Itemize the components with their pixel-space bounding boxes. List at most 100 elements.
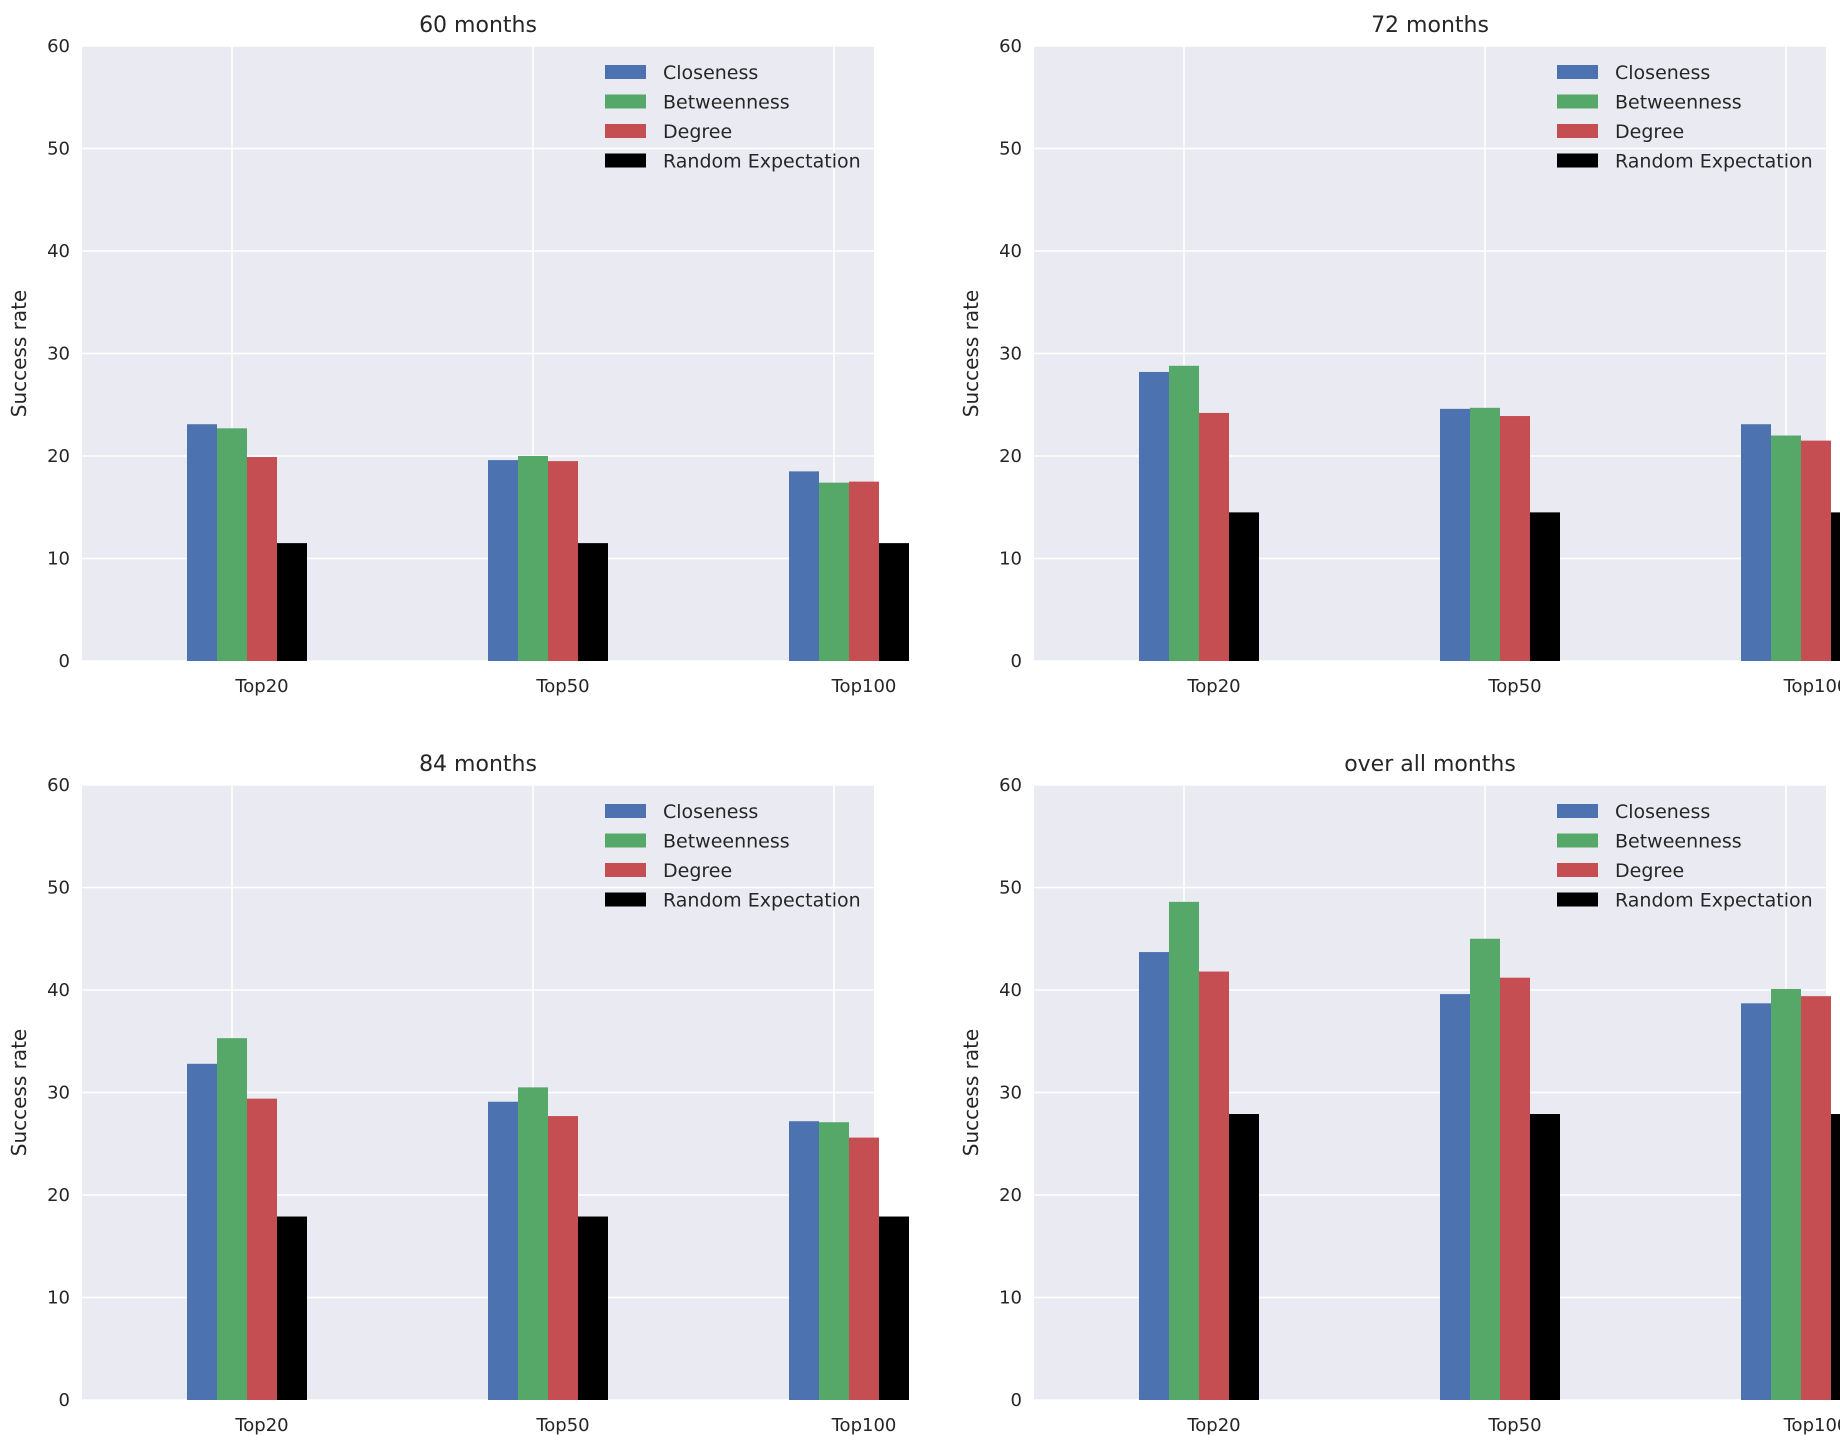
legend-swatch (605, 124, 646, 138)
bar-random-expectation-top50 (1530, 512, 1560, 661)
y-tick-label: 0 (1011, 1390, 1022, 1411)
bar-betweenness-top50 (1470, 938, 1500, 1400)
legend-swatch (605, 153, 646, 168)
bar-random-expectation-top20 (277, 543, 307, 661)
x-tick-label: Top20 (234, 676, 288, 697)
y-tick-label: 10 (47, 1288, 70, 1309)
bar-closeness-top20 (187, 424, 217, 661)
bar-random-expectation-top50 (1530, 1114, 1560, 1400)
bar-betweenness-top100 (1771, 435, 1801, 661)
legend: Closeness Betweenness Degree Random Expecta… (605, 801, 861, 912)
x-tick-label: Top100 (1783, 1415, 1840, 1436)
y-tick-label: 0 (1011, 651, 1022, 672)
bar-betweenness-top50 (1470, 407, 1500, 661)
legend: Closeness Betweenness Degree Random Expecta… (1557, 62, 1813, 173)
legend-swatch (605, 94, 646, 109)
legend-label: Random Expectation (663, 890, 861, 912)
bar-betweenness-top100 (1771, 988, 1801, 1400)
legend-label: Betweenness (663, 92, 790, 114)
y-tick-label: 40 (47, 241, 70, 262)
x-tick-label: Top50 (535, 1415, 589, 1436)
bar-degree-top20 (247, 1098, 277, 1400)
x-tick-label: Top50 (1487, 676, 1541, 697)
y-axis-label: Success rate (7, 290, 31, 418)
y-tick-label: 20 (47, 1185, 70, 1206)
bar-closeness-top20 (1139, 371, 1169, 661)
chart-panel-3: 0 10 20 30 40 50 60 Top20 Top50 Top100 84 months Su… (7, 752, 909, 1436)
y-tick-label: 50 (47, 139, 70, 160)
y-tick-label: 20 (999, 446, 1022, 467)
y-tick-label: 40 (999, 241, 1022, 262)
x-tick-label: Top20 (1186, 1415, 1240, 1436)
legend-swatch (1557, 153, 1598, 168)
bar-closeness-top50 (1440, 994, 1470, 1400)
legend: Closeness Betweenness Degree Random Expecta… (1557, 801, 1813, 912)
legend-label: Degree (663, 121, 732, 143)
bar-random-expectation-top20 (277, 1216, 307, 1400)
bar-closeness-top50 (488, 1101, 518, 1400)
bar-betweenness-top50 (518, 1087, 548, 1400)
legend-label: Closeness (1615, 801, 1710, 823)
y-tick-label: 10 (47, 549, 70, 570)
bar-betweenness-top20 (1169, 365, 1199, 661)
bar-degree-top50 (548, 1116, 578, 1400)
bar-betweenness-top50 (518, 456, 548, 661)
legend-label: Degree (1615, 121, 1684, 143)
y-axis-label: Success rate (7, 1029, 31, 1157)
legend-label: Closeness (1615, 62, 1710, 84)
x-tick-label: Top50 (1487, 1415, 1541, 1436)
y-tick-label: 30 (47, 344, 70, 365)
bar-degree-top20 (247, 457, 277, 661)
y-tick-label: 30 (47, 1083, 70, 1104)
y-tick-label: 60 (47, 775, 70, 796)
legend-label: Random Expectation (1615, 890, 1813, 912)
bar-closeness-top20 (1139, 952, 1169, 1400)
bar-random-expectation-top50 (578, 543, 608, 661)
legend-label: Closeness (663, 801, 758, 823)
x-tick-label: Top100 (831, 1415, 897, 1436)
bar-betweenness-top20 (1169, 901, 1199, 1400)
legend-label: Closeness (663, 62, 758, 84)
legend-swatch (1557, 804, 1598, 818)
legend-swatch (1557, 65, 1598, 79)
legend-swatch (1557, 892, 1598, 907)
legend-label: Betweenness (1615, 831, 1742, 853)
legend-label: Random Expectation (1615, 151, 1813, 173)
x-tick-label: Top20 (234, 1415, 288, 1436)
legend-label: Betweenness (1615, 92, 1742, 114)
y-tick-label: 20 (47, 446, 70, 467)
y-tick-label: 50 (999, 139, 1022, 160)
chart-title: 60 months (419, 13, 537, 38)
y-tick-label: 50 (47, 878, 70, 899)
bar-closeness-top100 (1741, 1003, 1771, 1400)
legend-swatch (1557, 863, 1598, 877)
y-tick-label: 10 (999, 549, 1022, 570)
legend-swatch (605, 863, 646, 877)
bar-random-expectation-top100 (1831, 512, 1840, 661)
chart-panel-4: 0 10 20 30 40 50 60 Top20 Top50 Top100 over all mo… (959, 752, 1840, 1436)
y-tick-label: 30 (999, 1083, 1022, 1104)
y-tick-label: 0 (59, 1390, 70, 1411)
legend-label: Betweenness (663, 831, 790, 853)
bar-degree-top100 (1801, 440, 1831, 661)
y-axis-label: Success rate (959, 1029, 983, 1157)
bar-random-expectation-top100 (879, 543, 909, 661)
bar-closeness-top50 (488, 460, 518, 661)
legend-swatch (605, 65, 646, 79)
legend-swatch (605, 804, 646, 818)
y-tick-label: 60 (47, 36, 70, 57)
bar-degree-top100 (849, 1137, 879, 1400)
bar-random-expectation-top50 (578, 1216, 608, 1400)
y-tick-label: 40 (999, 980, 1022, 1001)
bar-betweenness-top100 (819, 1122, 849, 1400)
legend-label: Degree (1615, 860, 1684, 882)
bar-random-expectation-top100 (879, 1216, 909, 1400)
legend-swatch (605, 833, 646, 848)
y-tick-label: 60 (999, 36, 1022, 57)
bar-degree-top100 (1801, 996, 1831, 1400)
x-tick-label: Top50 (535, 676, 589, 697)
y-tick-label: 20 (999, 1185, 1022, 1206)
chart-title: 72 months (1371, 13, 1489, 38)
